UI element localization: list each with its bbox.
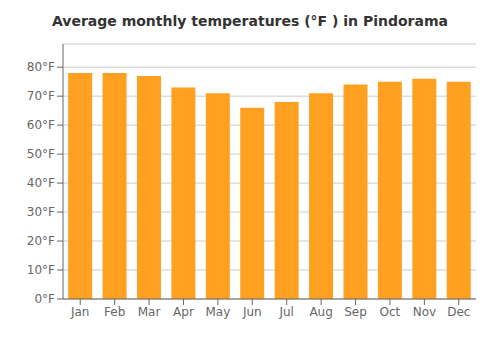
svg-text:Nov: Nov [413, 305, 436, 319]
svg-text:40°F: 40°F [27, 176, 55, 190]
svg-text:Dec: Dec [447, 305, 470, 319]
svg-text:Oct: Oct [380, 305, 401, 319]
html-text:Average monthly temperatures (: Average monthly temperatures (°F ) in Pi… [52, 13, 448, 29]
svg-text:50°F: 50°F [27, 147, 55, 161]
svg-text:Apr: Apr [173, 305, 194, 319]
svg-text:Jan: Jan [70, 305, 90, 319]
svg-text:May: May [205, 305, 230, 319]
svg-text:Aug: Aug [309, 305, 332, 319]
svg-text:10°F: 10°F [27, 263, 55, 277]
svg-text:20°F: 20°F [27, 234, 55, 248]
svg-text:Jun: Jun [242, 305, 262, 319]
svg-text:30°F: 30°F [27, 205, 55, 219]
svg-text:Jul: Jul [278, 305, 293, 319]
svg-text:Mar: Mar [138, 305, 161, 319]
svg-text:Feb: Feb [104, 305, 125, 319]
svg-text:Sep: Sep [344, 305, 367, 319]
svg-text:70°F: 70°F [27, 89, 55, 103]
svg-text:60°F: 60°F [27, 118, 55, 132]
svg-text:0°F: 0°F [34, 292, 55, 306]
svg-text:80°F: 80°F [27, 60, 55, 74]
